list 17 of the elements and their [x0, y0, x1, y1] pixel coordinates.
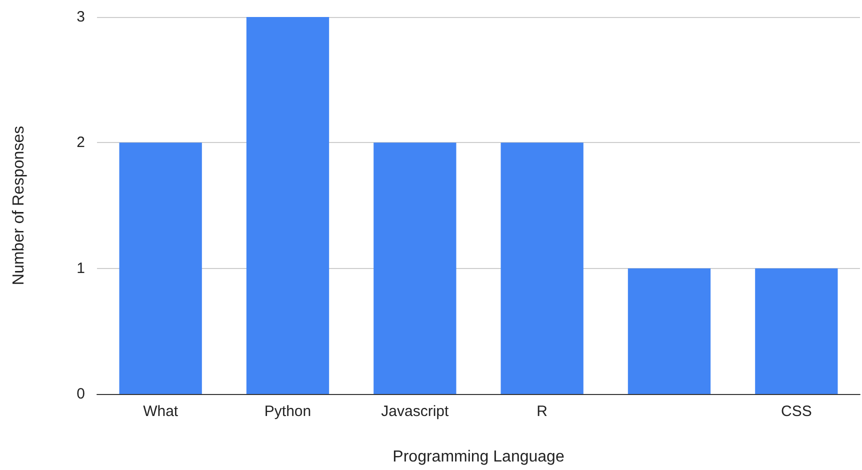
bar — [374, 142, 456, 394]
bar — [246, 17, 330, 394]
x-tick-label: R — [536, 403, 548, 420]
x-tick-label: Javascript — [381, 403, 450, 420]
x-tick-label: What — [143, 403, 179, 420]
y-tick-label: 1 — [76, 260, 85, 277]
bar — [755, 268, 838, 394]
y-tick-label: 0 — [76, 386, 85, 402]
bar — [119, 142, 202, 394]
x-tick-label: Python — [264, 403, 312, 420]
y-tick-label: 3 — [76, 8, 85, 26]
x-axis-title: Programming Language — [392, 448, 564, 466]
bar — [628, 268, 711, 394]
y-axis-title: Number of Responses — [10, 126, 28, 286]
bar — [500, 142, 584, 394]
y-tick-label: 2 — [76, 134, 85, 152]
x-tick-label: CSS — [780, 403, 812, 420]
